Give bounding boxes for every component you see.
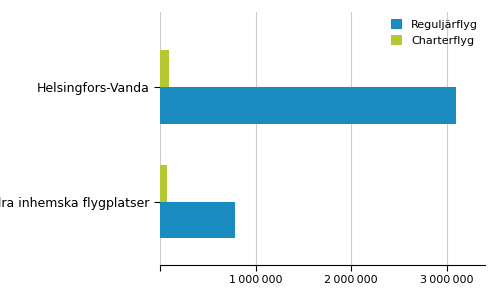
Bar	[160, 202, 234, 238]
Bar	[160, 87, 456, 124]
Bar	[160, 50, 169, 87]
Legend: Reguljärflyg, Charterflyg: Reguljärflyg, Charterflyg	[387, 14, 483, 51]
Bar	[160, 165, 167, 202]
